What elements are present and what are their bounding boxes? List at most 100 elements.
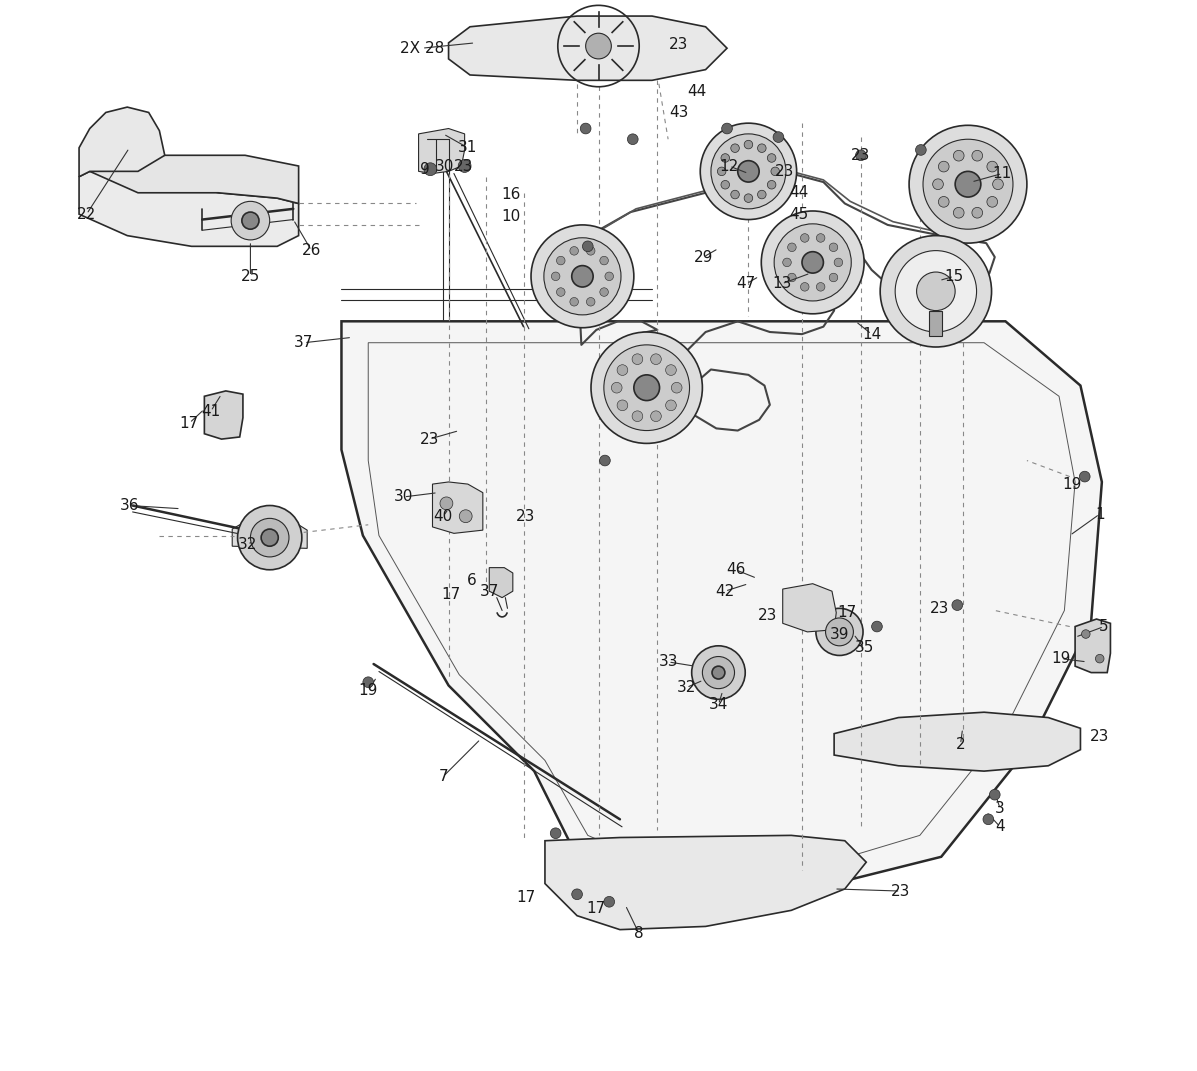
Circle shape — [721, 154, 729, 163]
Circle shape — [761, 211, 864, 314]
Text: 3: 3 — [995, 801, 1005, 816]
Circle shape — [986, 196, 997, 207]
Text: 37: 37 — [294, 335, 314, 350]
Text: 42: 42 — [716, 584, 735, 599]
Text: 17: 17 — [516, 890, 535, 905]
Circle shape — [703, 657, 735, 689]
Circle shape — [666, 399, 676, 410]
Circle shape — [830, 273, 838, 282]
Circle shape — [634, 375, 660, 401]
Text: 17: 17 — [180, 416, 199, 431]
Circle shape — [458, 160, 472, 172]
Circle shape — [570, 298, 578, 306]
Polygon shape — [449, 16, 727, 80]
Text: 32: 32 — [676, 680, 695, 695]
Text: 14: 14 — [862, 327, 881, 342]
Circle shape — [788, 273, 796, 282]
Circle shape — [572, 889, 583, 900]
Circle shape — [953, 150, 964, 161]
Circle shape — [557, 256, 565, 265]
Text: 36: 36 — [120, 498, 139, 513]
Circle shape — [986, 162, 997, 172]
Text: 35: 35 — [855, 640, 874, 655]
Circle shape — [1095, 654, 1104, 663]
Text: 23: 23 — [851, 148, 870, 163]
Circle shape — [955, 171, 980, 197]
Text: 30: 30 — [435, 159, 454, 174]
Circle shape — [612, 382, 622, 393]
Text: 26: 26 — [302, 243, 321, 258]
Polygon shape — [205, 391, 243, 439]
Text: 31: 31 — [458, 140, 478, 155]
Circle shape — [603, 896, 614, 907]
Text: 17: 17 — [440, 587, 461, 602]
Circle shape — [250, 518, 288, 557]
Circle shape — [730, 191, 740, 199]
Circle shape — [816, 233, 825, 242]
Circle shape — [600, 256, 608, 265]
Circle shape — [583, 241, 594, 252]
Circle shape — [587, 246, 595, 255]
Circle shape — [826, 618, 853, 646]
Polygon shape — [79, 171, 298, 246]
Text: 23: 23 — [891, 884, 910, 899]
Circle shape — [834, 258, 843, 267]
Text: 17: 17 — [838, 605, 857, 620]
Text: 5: 5 — [1099, 619, 1108, 634]
Text: 9: 9 — [420, 162, 430, 177]
Circle shape — [771, 167, 779, 176]
Text: 4: 4 — [996, 819, 1005, 834]
Circle shape — [830, 243, 838, 252]
Polygon shape — [490, 568, 512, 598]
Circle shape — [721, 180, 729, 188]
Circle shape — [627, 134, 638, 145]
Text: 11: 11 — [992, 166, 1011, 181]
Circle shape — [802, 252, 824, 273]
Circle shape — [909, 125, 1027, 243]
Circle shape — [745, 140, 753, 149]
Polygon shape — [783, 584, 837, 632]
Text: 23: 23 — [454, 159, 473, 174]
Text: 43: 43 — [669, 105, 688, 120]
Circle shape — [938, 162, 949, 172]
Polygon shape — [232, 525, 308, 548]
Text: 46: 46 — [725, 562, 746, 577]
Text: 40: 40 — [433, 509, 452, 524]
Circle shape — [774, 224, 851, 301]
Circle shape — [711, 134, 786, 209]
Circle shape — [938, 196, 949, 207]
Circle shape — [570, 246, 578, 255]
Circle shape — [363, 677, 373, 688]
Circle shape — [651, 411, 661, 422]
Text: 32: 32 — [237, 537, 257, 552]
Circle shape — [261, 529, 278, 546]
Circle shape — [591, 332, 703, 443]
Circle shape — [600, 455, 610, 466]
Circle shape — [551, 828, 561, 839]
Circle shape — [717, 167, 725, 176]
Circle shape — [767, 154, 776, 163]
Text: 44: 44 — [789, 185, 808, 200]
Circle shape — [758, 144, 766, 152]
Circle shape — [531, 225, 634, 328]
Circle shape — [916, 145, 926, 155]
Text: 2: 2 — [955, 737, 965, 752]
Text: 39: 39 — [830, 627, 849, 642]
Circle shape — [587, 298, 595, 306]
Circle shape — [767, 180, 776, 188]
Circle shape — [992, 179, 1003, 190]
Circle shape — [801, 233, 809, 242]
Text: 23: 23 — [516, 509, 535, 524]
Text: 12: 12 — [719, 159, 739, 174]
Circle shape — [722, 123, 733, 134]
Text: 45: 45 — [789, 207, 808, 222]
Circle shape — [424, 163, 437, 176]
Circle shape — [692, 646, 746, 699]
Text: 37: 37 — [480, 584, 499, 599]
Polygon shape — [419, 129, 464, 174]
Text: 44: 44 — [687, 84, 706, 99]
Text: 13: 13 — [772, 276, 791, 291]
Text: 1: 1 — [1095, 507, 1105, 522]
Circle shape — [231, 201, 269, 240]
Text: 23: 23 — [1090, 729, 1110, 744]
